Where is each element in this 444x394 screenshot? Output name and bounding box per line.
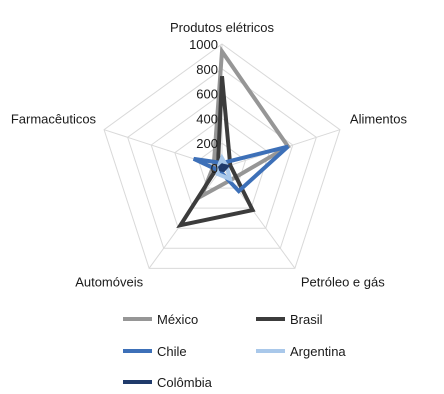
legend-item-argentina: Argentina <box>256 344 346 359</box>
legend-item-brasil: Brasil <box>256 312 323 327</box>
tick-label-0: 0 <box>211 161 218 176</box>
tick-label-800: 800 <box>196 62 218 77</box>
axis-label-petroleo-e-gas: Petróleo e gás <box>301 274 385 289</box>
legend-label-chile: Chile <box>157 344 187 359</box>
legend-item-chile: Chile <box>123 344 187 359</box>
axis-label-produtos-eletricos: Produtos elétricos <box>170 20 275 35</box>
radar-axis-labels: Produtos elétricos Alimentos Petróleo e gá… <box>11 20 408 289</box>
legend-label-argentina: Argentina <box>290 344 346 359</box>
axis-label-automoveis: Automóveis <box>75 274 143 289</box>
tick-label-400: 400 <box>196 111 218 126</box>
legend: México Brasil Chile Argentina Colômbia <box>123 312 346 390</box>
radar-series <box>176 45 291 229</box>
legend-label-brasil: Brasil <box>290 312 323 327</box>
series-line-colombia <box>217 163 231 173</box>
series-line-chile <box>192 144 290 194</box>
legend-label-colombia: Colômbia <box>157 375 213 390</box>
axis-label-farmaceuticos: Farmacêuticos <box>11 112 97 127</box>
legend-item-mexico: México <box>123 312 198 327</box>
tick-label-600: 600 <box>196 87 218 102</box>
series-line-mexico <box>197 45 291 201</box>
series-line-brasil <box>176 76 256 229</box>
tick-label-1000: 1000 <box>189 37 218 52</box>
legend-label-mexico: México <box>157 312 198 327</box>
radar-tick-labels: 0 200 400 600 800 1000 <box>189 37 218 176</box>
axis-label-alimentos: Alimentos <box>350 112 408 127</box>
grid-ring-400 <box>174 117 270 209</box>
grid-ring-800 <box>127 68 317 249</box>
legend-item-colombia: Colômbia <box>123 375 213 390</box>
tick-label-200: 200 <box>196 136 218 151</box>
grid-ring-1000 <box>103 43 341 269</box>
